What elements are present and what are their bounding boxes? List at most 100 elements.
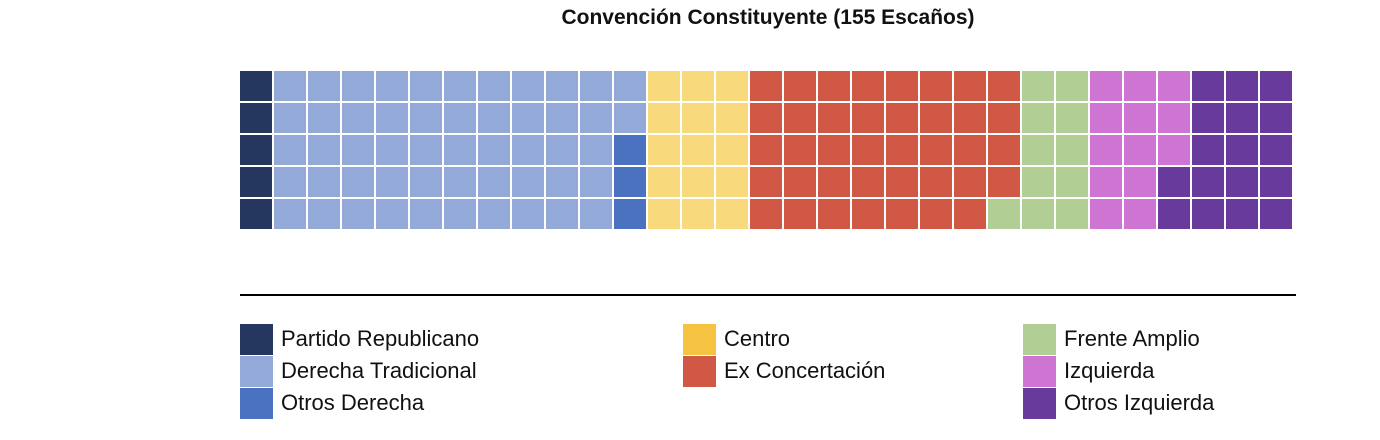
- waffle-cell-centro: [682, 199, 714, 229]
- waffle-cell-ex-concertacion: [818, 71, 850, 101]
- waffle-cell-ex-concertacion: [784, 135, 816, 165]
- waffle-cell-otros-izquierda: [1192, 135, 1224, 165]
- waffle-cell-derecha-tradicional: [342, 135, 374, 165]
- waffle-cell-derecha-tradicional: [342, 167, 374, 197]
- waffle-cell-derecha-tradicional: [512, 167, 544, 197]
- waffle-cell-izquierda: [1124, 103, 1156, 133]
- waffle-cell-otros-izquierda: [1260, 135, 1292, 165]
- waffle-cell-centro: [716, 167, 748, 197]
- waffle-cell-izquierda: [1158, 103, 1190, 133]
- legend-divider: [240, 294, 1296, 296]
- waffle-cell-centro: [648, 199, 680, 229]
- waffle-cell-izquierda: [1158, 135, 1190, 165]
- waffle-cell-izquierda: [1158, 71, 1190, 101]
- waffle-cell-centro: [648, 167, 680, 197]
- waffle-cell-derecha-tradicional: [546, 71, 578, 101]
- waffle-cell-centro: [682, 135, 714, 165]
- waffle-cell-derecha-tradicional: [274, 199, 306, 229]
- waffle-cell-derecha-tradicional: [274, 71, 306, 101]
- waffle-cell-ex-concertacion: [988, 103, 1020, 133]
- waffle-cell-otros-izquierda: [1192, 199, 1224, 229]
- waffle-cell-izquierda: [1124, 167, 1156, 197]
- waffle-cell-derecha-tradicional: [580, 103, 612, 133]
- waffle-cell-derecha-tradicional: [342, 71, 374, 101]
- waffle-cell-derecha-tradicional: [478, 103, 510, 133]
- waffle-cell-frente-amplio: [1022, 71, 1054, 101]
- waffle-cell-izquierda: [1090, 71, 1122, 101]
- waffle-cell-derecha-tradicional: [342, 103, 374, 133]
- waffle-cell-frente-amplio: [1022, 103, 1054, 133]
- waffle-cell-derecha-tradicional: [478, 135, 510, 165]
- waffle-cell-derecha-tradicional: [512, 135, 544, 165]
- waffle-cell-centro: [716, 135, 748, 165]
- waffle-cell-ex-concertacion: [920, 71, 952, 101]
- waffle-cell-otros-izquierda: [1226, 135, 1258, 165]
- waffle-cell-ex-concertacion: [954, 167, 986, 197]
- waffle-cell-derecha-tradicional: [410, 135, 442, 165]
- waffle-cell-ex-concertacion: [920, 167, 952, 197]
- waffle-cell-otros-izquierda: [1260, 199, 1292, 229]
- waffle-cell-frente-amplio: [1056, 71, 1088, 101]
- waffle-cell-derecha-tradicional: [308, 71, 340, 101]
- waffle-cell-otros-izquierda: [1192, 167, 1224, 197]
- waffle-cell-derecha-tradicional: [444, 199, 476, 229]
- waffle-cell-derecha-tradicional: [478, 167, 510, 197]
- waffle-cell-ex-concertacion: [988, 71, 1020, 101]
- waffle-cell-derecha-tradicional: [444, 103, 476, 133]
- waffle-cell-derecha-tradicional: [512, 199, 544, 229]
- waffle-cell-derecha-tradicional: [274, 167, 306, 197]
- waffle-cell-ex-concertacion: [954, 103, 986, 133]
- waffle-cell-otros-izquierda: [1158, 199, 1190, 229]
- waffle-cell-ex-concertacion: [818, 199, 850, 229]
- waffle-cell-ex-concertacion: [954, 135, 986, 165]
- waffle-cell-izquierda: [1124, 199, 1156, 229]
- waffle-cell-ex-concertacion: [818, 103, 850, 133]
- waffle-cell-derecha-tradicional: [444, 167, 476, 197]
- waffle-cell-ex-concertacion: [886, 135, 918, 165]
- waffle-cell-derecha-tradicional: [410, 103, 442, 133]
- waffle-cell-izquierda: [1090, 167, 1122, 197]
- waffle-cell-frente-amplio: [988, 199, 1020, 229]
- waffle-cell-ex-concertacion: [886, 199, 918, 229]
- waffle-cell-centro: [716, 71, 748, 101]
- waffle-cell-izquierda: [1090, 103, 1122, 133]
- waffle-cell-derecha-tradicional: [376, 199, 408, 229]
- waffle-cell-ex-concertacion: [886, 71, 918, 101]
- waffle-cell-derecha-tradicional: [546, 167, 578, 197]
- waffle-cell-partido-republicano: [240, 167, 272, 197]
- waffle-cell-derecha-tradicional: [376, 167, 408, 197]
- waffle-cell-otros-izquierda: [1158, 167, 1190, 197]
- waffle-cell-izquierda: [1124, 71, 1156, 101]
- waffle-cell-frente-amplio: [1022, 167, 1054, 197]
- waffle-cell-ex-concertacion: [750, 199, 782, 229]
- waffle-cell-otros-derecha: [614, 135, 646, 165]
- waffle-cell-otros-izquierda: [1260, 167, 1292, 197]
- waffle-cell-centro: [648, 71, 680, 101]
- waffle-cell-ex-concertacion: [988, 167, 1020, 197]
- chart-title: Convención Constituyente (155 Escaños): [561, 6, 975, 29]
- waffle-cell-ex-concertacion: [750, 71, 782, 101]
- waffle-cell-derecha-tradicional: [342, 199, 374, 229]
- waffle-cell-ex-concertacion: [750, 167, 782, 197]
- waffle-cell-otros-izquierda: [1226, 71, 1258, 101]
- waffle-cell-otros-derecha: [614, 199, 646, 229]
- waffle-cell-partido-republicano: [240, 103, 272, 133]
- waffle-cell-otros-izquierda: [1260, 71, 1292, 101]
- waffle-cell-frente-amplio: [1056, 103, 1088, 133]
- waffle-cell-partido-republicano: [240, 71, 272, 101]
- waffle-cell-centro: [648, 103, 680, 133]
- waffle-cell-ex-concertacion: [784, 71, 816, 101]
- waffle-cell-otros-izquierda: [1226, 167, 1258, 197]
- waffle-cell-derecha-tradicional: [308, 167, 340, 197]
- waffle-cell-ex-concertacion: [750, 135, 782, 165]
- waffle-cell-ex-concertacion: [784, 167, 816, 197]
- waffle-cell-derecha-tradicional: [478, 199, 510, 229]
- waffle-cell-derecha-tradicional: [376, 135, 408, 165]
- waffle-cell-frente-amplio: [1022, 199, 1054, 229]
- waffle-cell-ex-concertacion: [954, 71, 986, 101]
- waffle-cell-derecha-tradicional: [478, 71, 510, 101]
- waffle-cell-derecha-tradicional: [410, 167, 442, 197]
- waffle-cell-centro: [682, 103, 714, 133]
- waffle-cell-derecha-tradicional: [410, 71, 442, 101]
